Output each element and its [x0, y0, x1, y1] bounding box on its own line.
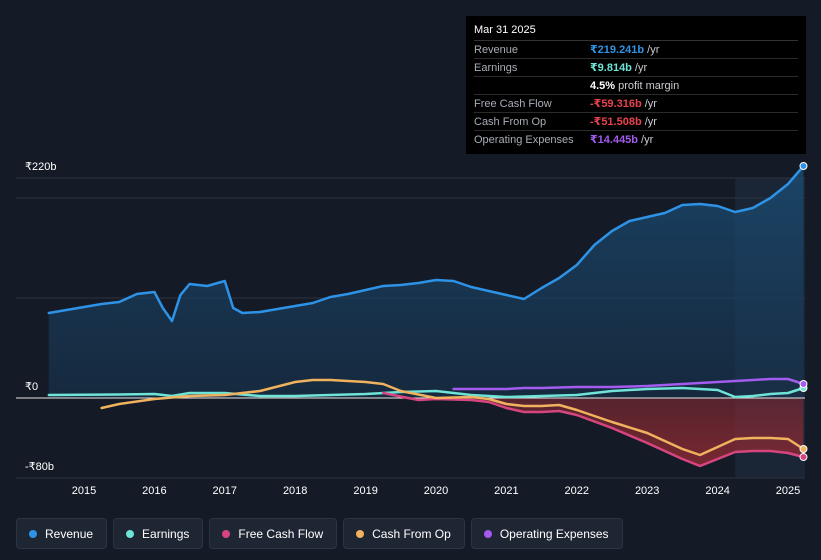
- x-tick-label: 2018: [282, 485, 308, 497]
- legend-label: Operating Expenses: [499, 526, 609, 541]
- x-tick-label: 2020: [423, 485, 449, 497]
- tooltip-row-value: 4.5%: [590, 79, 616, 92]
- revenue-line: [47, 164, 805, 323]
- legend-label: Free Cash Flow: [238, 526, 324, 541]
- legend-dot-icon: [126, 529, 135, 538]
- tooltip-row-value: ₹9.814b: [590, 62, 632, 74]
- legend-dot-icon: [356, 529, 365, 538]
- tooltip-row: Earnings ₹9.814b/yr: [474, 59, 798, 77]
- legend-dot-icon: [29, 529, 37, 538]
- legend-item-free-cash-flow[interactable]: Free Cash Flow: [209, 518, 338, 549]
- tooltip-row-value: -₹59.316b: [590, 98, 642, 110]
- y-tick-label-top: ₹220b: [25, 161, 57, 173]
- x-tick-label: 2025: [775, 485, 801, 497]
- x-tick-label: 2024: [705, 485, 730, 497]
- tooltip-row-label: Earnings: [474, 61, 518, 74]
- tooltip-row-unit: /yr: [644, 115, 657, 128]
- legend-item-cash-from-op[interactable]: Cash From Op: [343, 518, 465, 549]
- legend-label: Earnings: [142, 526, 190, 541]
- y-tick-label-bottom: -₹80b: [25, 461, 55, 473]
- legend-label: Cash From Op: [372, 526, 451, 541]
- data-tooltip: Mar 31 2025 Revenue ₹219.241b/yr Earnings ₹…: [466, 16, 806, 154]
- legend-label: Revenue: [45, 526, 94, 541]
- legend-item-earnings[interactable]: Earnings: [113, 518, 204, 549]
- legend-dot-icon: [222, 529, 231, 538]
- cash-from-op-end-marker: [799, 445, 808, 453]
- tooltip-row: Cash From Op -₹51.508b/yr: [474, 113, 798, 131]
- tooltip-row: 4.5% profit margin: [474, 77, 798, 95]
- tooltip-row-unit: /yr: [634, 61, 648, 74]
- chart-legend: Revenue Earnings Free Cash Flow Cash From O…: [16, 518, 623, 549]
- legend-dot-icon: [483, 529, 492, 538]
- free-cash-flow-end-marker: [799, 453, 808, 461]
- tooltip-row-value: ₹219.241b: [590, 44, 645, 56]
- x-tick-label: 2015: [71, 485, 97, 497]
- legend-item-revenue[interactable]: Revenue: [16, 518, 108, 549]
- x-tick-label: 2017: [212, 485, 238, 497]
- operating-expenses-line: [452, 377, 805, 391]
- tooltip-row: Operating Expenses ₹14.445b/yr: [474, 131, 798, 148]
- tooltip-row-unit: /yr: [644, 97, 657, 110]
- tooltip-row: Revenue ₹219.241b/yr: [474, 41, 798, 59]
- tooltip-row-label: Revenue: [474, 43, 519, 56]
- tooltip-row-label: Cash From Op: [474, 115, 547, 128]
- tooltip-date: Mar 31 2025: [474, 22, 798, 41]
- cash-from-op-line: [100, 378, 805, 457]
- x-tick-label: 2021: [494, 485, 519, 497]
- free-cash-flow-line: [381, 391, 805, 468]
- legend-item-operating-expenses[interactable]: Operating Expenses: [470, 518, 623, 549]
- tooltip-row-label: Free Cash Flow: [474, 97, 552, 110]
- tooltip-row-unit: /yr: [641, 133, 654, 146]
- x-tick-label: 2022: [564, 485, 590, 497]
- x-tick-label: 2023: [634, 485, 660, 497]
- free-cash-flow-area: [383, 398, 804, 466]
- tooltip-row-value: -₹51.508b: [590, 116, 642, 128]
- operating-expenses-end-marker: [799, 380, 808, 388]
- revenue-end-marker: [799, 162, 808, 170]
- x-tick-label: 2016: [142, 485, 167, 497]
- y-tick-label-zero: ₹0: [25, 381, 39, 393]
- tooltip-row: Free Cash Flow -₹59.316b/yr: [474, 95, 798, 113]
- tooltip-row-label: Operating Expenses: [474, 133, 574, 146]
- tooltip-row-unit: /yr: [647, 43, 660, 56]
- earnings-line: [47, 386, 805, 399]
- tooltip-row-unit: profit margin: [618, 79, 680, 92]
- tooltip-rows: Revenue ₹219.241b/yr Earnings ₹9.814b/yr 4.5…: [474, 41, 798, 148]
- x-tick-label: 2019: [353, 485, 378, 497]
- tooltip-row-value: ₹14.445b: [590, 134, 639, 146]
